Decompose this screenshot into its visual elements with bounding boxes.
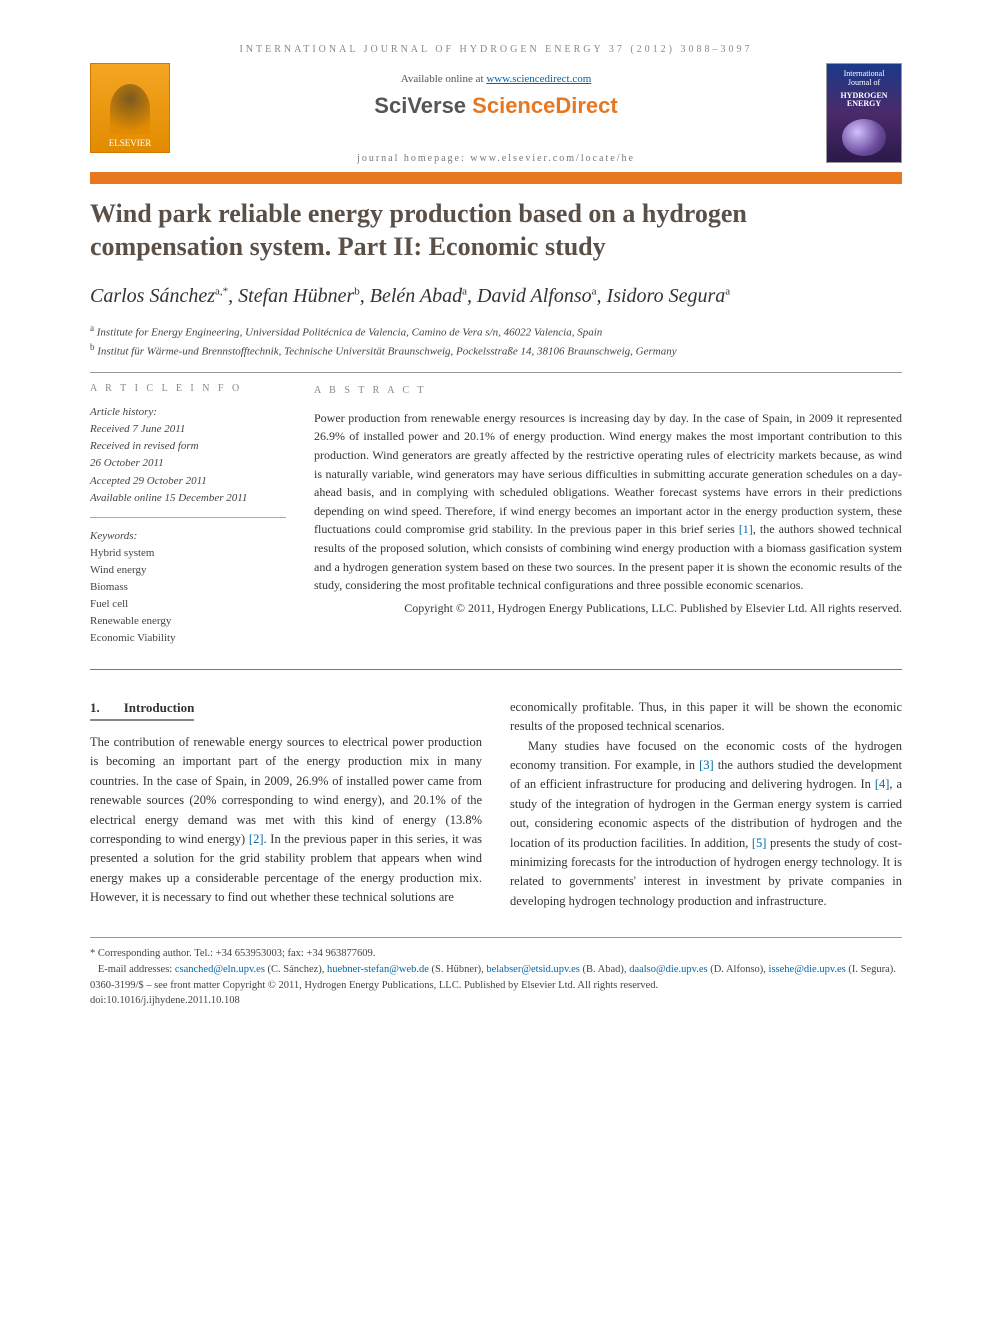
intro-para-1-cont: economically profitable. Thus, in this p… [510,698,902,737]
center-header: Available online at www.sciencedirect.co… [90,73,902,139]
keyword: Economic Viability [90,630,286,647]
section-1-heading: 1. Introduction [90,698,194,721]
corresponding-author: * Corresponding author. Tel.: +34 653953… [90,946,902,962]
abstract: A B S T R A C T Power production from re… [314,383,902,647]
keyword: Renewable energy [90,613,286,630]
available-online: Available online at www.sciencedirect.co… [180,73,812,85]
author: Carlos Sánchez [90,285,215,307]
rule-top [90,372,902,373]
section-1-title: Introduction [124,700,195,715]
keyword: Fuel cell [90,596,286,613]
ref-4-link[interactable]: [4] [875,777,890,791]
affiliation-sup: b [90,342,95,352]
email-link[interactable]: belabser@etsid.upv.es [486,964,580,975]
orange-bar [90,172,902,184]
author: Isidoro Segura [607,285,726,307]
keyword: Hybrid system [90,545,286,562]
page: INTERNATIONAL JOURNAL OF HYDROGEN ENERGY… [0,0,992,1049]
info-abstract-row: A R T I C L E I N F O Article history:Re… [90,383,902,647]
history-line: 26 October 2011 [90,455,286,472]
affiliations: a Institute for Energy Engineering, Univ… [90,322,902,360]
sciverse-a: SciVerse [374,93,472,118]
globe-icon [842,119,886,156]
email-link[interactable]: huebner-stefan@web.de [327,964,429,975]
body-columns: 1. Introduction The contribution of renew… [90,698,902,911]
info-divider [90,517,286,518]
rule-bottom [90,669,902,670]
intro-para-1: The contribution of renewable energy sou… [90,733,482,907]
ref-5-link[interactable]: [5] [752,836,767,850]
cover-suptitle: International Journal of [831,70,897,88]
author-sup: a [462,285,467,297]
article-info-label: A R T I C L E I N F O [90,383,286,394]
abstract-label: A B S T R A C T [314,383,902,399]
affiliation: a Institute for Energy Engineering, Univ… [90,322,902,341]
running-head: INTERNATIONAL JOURNAL OF HYDROGEN ENERGY… [90,44,902,55]
body-col-left: 1. Introduction The contribution of renew… [90,698,482,911]
keyword: Wind energy [90,562,286,579]
available-pre: Available online at [401,73,487,85]
author-sup: a [725,285,730,297]
doi: doi:10.1016/j.ijhydene.2011.10.108 [90,993,902,1009]
author-sup: a,* [215,285,228,297]
journal-homepage: journal homepage: www.elsevier.com/locat… [90,153,902,164]
ref-1-link[interactable]: [1] [739,522,753,536]
cover-title: HYDROGEN ENERGY [831,92,897,110]
elsevier-label: ELSEVIER [109,138,152,148]
article-title: Wind park reliable energy production bas… [90,198,902,263]
intro-1a: The contribution of renewable energy sou… [90,735,482,846]
abstract-text: Power production from renewable energy r… [314,409,902,595]
email-link[interactable]: daalso@die.upv.es [629,964,707,975]
history-line: Received in revised form [90,438,286,455]
email-addresses: E-mail addresses: csanched@eln.upv.es (C… [90,962,902,978]
author-sup: a [592,285,597,297]
history-heading: Article history: [90,404,286,421]
history-line: Received 7 June 2011 [90,421,286,438]
affiliation: b Institut für Wärme-und Brennstofftechn… [90,341,902,360]
article-history: Article history:Received 7 June 2011Rece… [90,404,286,506]
ref-3-link[interactable]: [3] [699,758,714,772]
author: Belén Abad [370,285,462,307]
elsevier-logo: ELSEVIER [90,63,170,153]
footnotes: * Corresponding author. Tel.: +34 653953… [90,937,902,1009]
authors: Carlos Sáncheza,*, Stefan Hübnerb, Belén… [90,285,902,308]
keywords-heading: Keywords: [90,528,286,545]
keyword: Biomass [90,579,286,596]
abstract-p1a: Power production from renewable energy r… [314,411,902,537]
body-col-right: economically profitable. Thus, in this p… [510,698,902,911]
header-block: ELSEVIER Available online at www.science… [90,73,902,139]
sciverse-brand: SciVerse ScienceDirect [180,93,812,119]
elsevier-tree-icon [110,84,150,134]
history-line: Accepted 29 October 2011 [90,473,286,490]
email-link[interactable]: csanched@eln.upv.es [175,964,265,975]
ref-2-link[interactable]: [2] [249,832,264,846]
abstract-copyright: Copyright © 2011, Hydrogen Energy Public… [314,599,902,618]
email-link[interactable]: issehe@die.upv.es [769,964,846,975]
section-1-num: 1. [90,700,100,715]
article-info: A R T I C L E I N F O Article history:Re… [90,383,286,647]
affiliation-sup: a [90,323,94,333]
author: Stefan Hübner [238,285,354,307]
journal-cover: International Journal of HYDROGEN ENERGY [826,63,902,163]
sciverse-b: ScienceDirect [472,93,618,118]
author: David Alfonso [477,285,592,307]
intro-para-2: Many studies have focused on the economi… [510,737,902,911]
sciencedirect-link[interactable]: www.sciencedirect.com [486,73,591,85]
author-sup: b [354,285,360,297]
rights-line: 0360-3199/$ – see front matter Copyright… [90,978,902,994]
keywords: Keywords:Hybrid systemWind energyBiomass… [90,528,286,647]
history-line: Available online 15 December 2011 [90,490,286,507]
